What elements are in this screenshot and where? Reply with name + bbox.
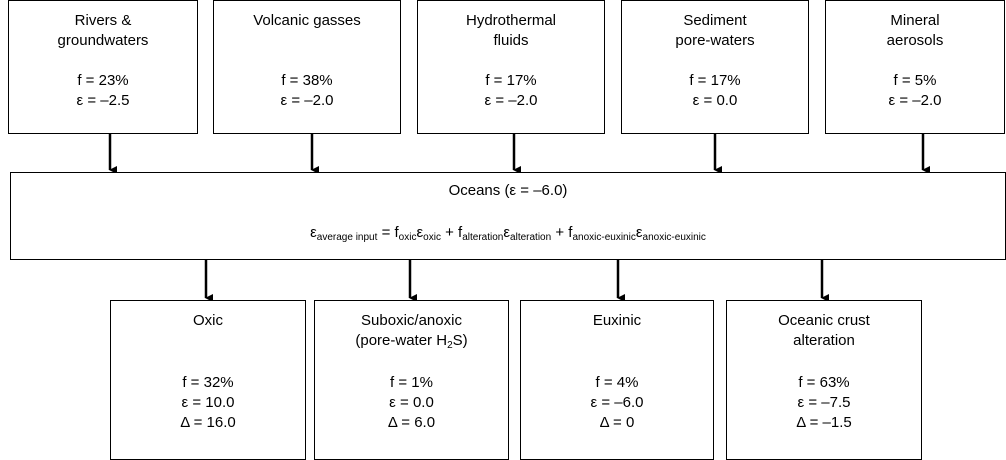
sink-box: Oxic f = 32% ε = 10.0 Δ = 16.0 xyxy=(110,300,306,460)
value-line: ε = –2.0 xyxy=(888,92,942,109)
formula-subscript: anoxic-euxinic xyxy=(642,232,706,243)
name-line: groundwaters xyxy=(57,32,149,49)
value-line: ε = –6.0 xyxy=(590,394,644,411)
formula-part: + f xyxy=(551,224,573,241)
value-line: ε = –2.0 xyxy=(280,92,334,109)
sink-box: Suboxic/anoxic (pore-water H2S) f = 1% ε = … xyxy=(314,300,509,460)
source-values: f = 38% ε = –2.0 xyxy=(214,71,400,111)
name-line: Euxinic xyxy=(521,311,713,331)
source-box: Hydrothermal fluids f = 17% ε = –2.0 xyxy=(417,0,605,134)
value-line: f = 63% xyxy=(798,374,850,391)
name-part: Oxic xyxy=(193,312,223,329)
name-line: Oxic xyxy=(111,311,305,331)
arrow-group xyxy=(108,134,930,302)
formula: εaverage input = foxicεoxic + falteratio… xyxy=(11,223,1005,243)
value-line: f = 1% xyxy=(390,374,433,391)
formula-part: ε xyxy=(416,224,424,241)
name-line: Suboxic/anoxic xyxy=(315,311,508,331)
formula-part: ε xyxy=(503,224,511,241)
value-line: Δ = –1.5 xyxy=(796,414,852,431)
formula-subscript: alteration xyxy=(462,232,504,243)
source-box: Sediment pore-waters f = 17% ε = 0.0 xyxy=(621,0,809,134)
sink-name: Euxinic xyxy=(521,311,713,331)
sink-box: Euxinic f = 4% ε = –6.0 Δ = 0 xyxy=(520,300,714,460)
formula-part: ε xyxy=(635,224,643,241)
value-line: f = 17% xyxy=(485,72,537,89)
formula-part: = f xyxy=(377,224,399,241)
name-line: (pore-water H2S) xyxy=(315,331,508,351)
name-subscript: 2 xyxy=(447,340,453,351)
name-line: Rivers & xyxy=(74,12,132,29)
value-line: Δ = 16.0 xyxy=(180,414,236,431)
source-box: Mineral aerosols f = 5% ε = –2.0 xyxy=(825,0,1005,134)
value-line: ε = 0.0 xyxy=(692,92,738,109)
sink-box: Oceanic crust alteration f = 63% ε = –7.5 Δ … xyxy=(726,300,922,460)
ocean-title: Oceans (ε = –6.0) xyxy=(448,182,568,199)
name-part: Euxinic xyxy=(592,312,642,329)
source-values: f = 17% ε = 0.0 xyxy=(622,71,808,111)
sink-values: f = 1% ε = 0.0 Δ = 6.0 xyxy=(315,373,508,433)
sink-values: f = 63% ε = –7.5 Δ = –1.5 xyxy=(727,373,921,433)
sink-values: f = 4% ε = –6.0 Δ = 0 xyxy=(521,373,713,433)
name-part: alteration xyxy=(793,332,855,349)
source-values: f = 23% ε = –2.5 xyxy=(9,71,197,111)
name-line: Sediment xyxy=(683,12,747,29)
value-line: ε = –7.5 xyxy=(797,394,851,411)
value-line: ε = 0.0 xyxy=(389,394,434,411)
name-part: S) xyxy=(452,332,468,349)
source-values: f = 17% ε = –2.0 xyxy=(418,71,604,111)
name-part: Suboxic/anoxic xyxy=(361,312,462,329)
name-line: aerosols xyxy=(886,32,944,49)
source-box: Rivers & groundwaters f = 23% ε = –2.5 xyxy=(8,0,198,134)
name-line: fluids xyxy=(493,32,529,49)
ocean-box: Oceans (ε = –6.0) εaverage input = foxicε… xyxy=(10,172,1006,260)
value-line: f = 5% xyxy=(893,72,937,89)
value-line: f = 4% xyxy=(595,374,639,391)
sink-values: f = 32% ε = 10.0 Δ = 16.0 xyxy=(111,373,305,433)
source-name: Volcanic gasses xyxy=(214,11,400,31)
sink-name: Suboxic/anoxic (pore-water H2S) xyxy=(315,311,508,351)
name-part: Oceanic crust xyxy=(778,312,870,329)
value-line: ε = –2.5 xyxy=(76,92,130,109)
name-line: Oceanic crust xyxy=(727,311,921,331)
value-line: f = 17% xyxy=(689,72,741,89)
formula-subscript: oxic xyxy=(398,232,417,243)
formula-part: + f xyxy=(440,224,463,241)
value-line: Δ = 6.0 xyxy=(387,414,436,431)
value-line: f = 32% xyxy=(182,374,234,391)
name-line: pore-waters xyxy=(675,32,755,49)
value-line: f = 38% xyxy=(281,72,333,89)
source-name: Rivers & groundwaters xyxy=(9,11,197,51)
formula-subscript: oxic xyxy=(423,232,441,243)
source-values: f = 5% ε = –2.0 xyxy=(826,71,1004,111)
value-line: ε = –2.0 xyxy=(484,92,538,109)
formula-subscript: anoxic-euxinic xyxy=(572,232,636,243)
source-name: Hydrothermal fluids xyxy=(418,11,604,51)
sink-name: Oxic xyxy=(111,311,305,331)
name-line: Volcanic gasses xyxy=(253,12,361,29)
value-line: f = 23% xyxy=(77,72,129,89)
name-line: alteration xyxy=(727,331,921,351)
formula-subscript: average input xyxy=(316,232,378,243)
formula-part: ε xyxy=(310,224,317,241)
source-name: Sediment pore-waters xyxy=(622,11,808,51)
source-box: Volcanic gasses f = 38% ε = –2.0 xyxy=(213,0,401,134)
name-line: Mineral xyxy=(890,12,940,29)
source-name: Mineral aerosols xyxy=(826,11,1004,51)
value-line: Δ = 0 xyxy=(599,414,635,431)
value-line: ε = 10.0 xyxy=(181,394,235,411)
sink-name: Oceanic crust alteration xyxy=(727,311,921,351)
formula-subscript: alteration xyxy=(510,232,552,243)
name-part: (pore-water H xyxy=(355,332,448,349)
name-line: Hydrothermal xyxy=(465,12,557,29)
